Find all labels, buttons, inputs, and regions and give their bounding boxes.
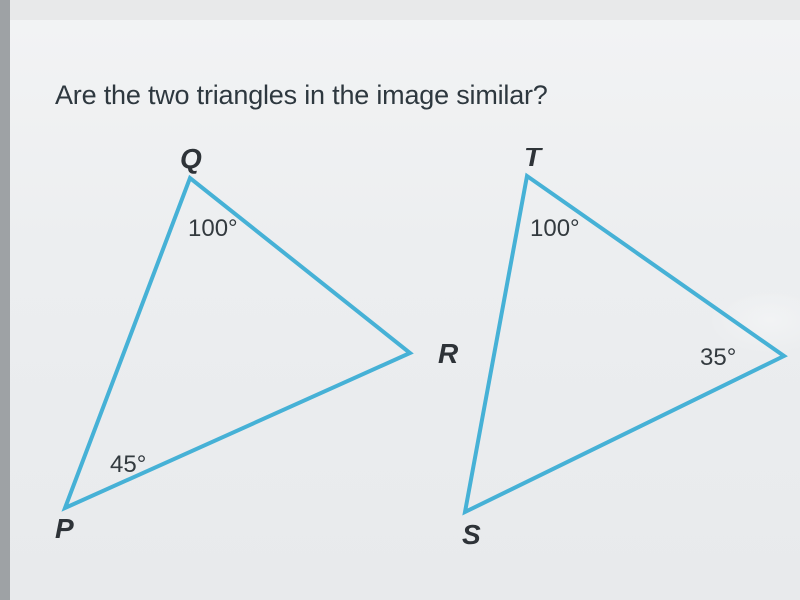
angle-label-left-P: 45° — [110, 451, 146, 478]
vertex-label-P: P — [55, 513, 74, 544]
angle-label-right-U: 35° — [700, 344, 736, 371]
triangle-right: STU100°35° — [462, 148, 790, 550]
angle-label-right-T: 100° — [530, 215, 580, 242]
triangle-left: P Q R 100° 45° — [55, 148, 459, 544]
angle-label-left-Q: 100° — [188, 215, 238, 242]
vertex-label-R: R — [438, 338, 459, 369]
vertex-label-T: T — [524, 148, 544, 172]
question-text: Are the two triangles in the image simil… — [55, 80, 548, 111]
window-top-strip — [10, 0, 800, 21]
triangles-figure: PQR100°45° STU100°35° — [50, 148, 790, 568]
worksheet-page: Are the two triangles in the image simil… — [10, 20, 800, 600]
vertex-label-Q: Q — [180, 148, 202, 174]
vertex-label-S: S — [462, 519, 481, 550]
window-left-gutter — [0, 0, 10, 600]
